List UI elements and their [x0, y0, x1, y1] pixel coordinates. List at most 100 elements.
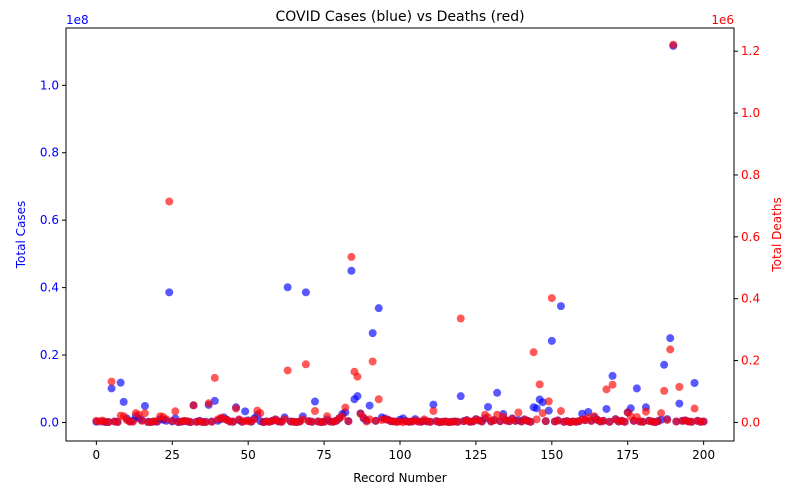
- right-tick-label: 0.8: [741, 168, 760, 182]
- deaths-point: [529, 348, 538, 357]
- cases-point: [538, 398, 547, 407]
- deaths-point: [210, 373, 219, 382]
- deaths-point: [599, 416, 608, 425]
- cases-point: [116, 378, 125, 387]
- deaths-point: [353, 372, 362, 381]
- deaths-point: [641, 407, 650, 416]
- deaths-point: [675, 382, 684, 391]
- right-axis-exponent: 1e6: [711, 13, 734, 27]
- deaths-point: [456, 314, 465, 323]
- deaths-point: [256, 409, 265, 418]
- deaths-point: [347, 252, 356, 261]
- deaths-point: [638, 417, 647, 426]
- cases-point: [368, 329, 377, 338]
- deaths-point: [538, 409, 547, 418]
- cases-point: [107, 384, 116, 393]
- deaths-point: [168, 416, 177, 425]
- cases-point: [602, 404, 611, 413]
- cases-point: [283, 283, 292, 292]
- cases-point: [547, 336, 556, 345]
- cases-point: [666, 334, 675, 343]
- right-tick-label: 0.6: [741, 230, 760, 244]
- deaths-point: [429, 406, 438, 415]
- deaths-point: [511, 416, 520, 425]
- deaths-point: [365, 415, 374, 424]
- left-tick-label: 0.0: [40, 415, 59, 429]
- cases-point: [493, 388, 502, 397]
- deaths-point: [283, 366, 292, 375]
- deaths-point: [371, 416, 380, 425]
- deaths-point: [426, 417, 435, 426]
- deaths-point: [669, 40, 678, 49]
- deaths-point: [608, 380, 617, 389]
- x-axis: 0 25 50 75 100 125 150 175 200: [93, 441, 715, 462]
- deaths-point: [189, 401, 198, 410]
- cases-point: [374, 304, 383, 313]
- deaths-point: [605, 417, 614, 426]
- x-tick-label: 50: [241, 448, 256, 462]
- cases-point: [301, 288, 310, 297]
- deaths-point: [134, 410, 143, 419]
- deaths-point: [307, 417, 316, 426]
- deaths-point: [280, 415, 289, 424]
- cases-point: [347, 266, 356, 275]
- deaths-point: [338, 412, 347, 421]
- cases-point: [310, 397, 319, 406]
- left-tick-label: 0.8: [40, 146, 59, 160]
- deaths-point: [104, 418, 113, 427]
- deaths-point: [654, 417, 663, 426]
- points-layer: [92, 40, 708, 427]
- deaths-point: [310, 406, 319, 415]
- cases-point: [578, 409, 587, 418]
- cases-point: [365, 401, 374, 410]
- deaths-point: [556, 406, 565, 415]
- deaths-point: [374, 395, 383, 404]
- cases-point: [210, 396, 219, 405]
- deaths-point: [186, 418, 195, 427]
- deaths-point: [171, 407, 180, 416]
- right-tick-label: 0.0: [741, 415, 760, 429]
- deaths-point: [663, 415, 672, 424]
- deaths-point: [344, 417, 353, 426]
- deaths-point: [368, 357, 377, 366]
- deaths-point: [229, 417, 237, 426]
- left-tick-label: 0.4: [40, 281, 59, 295]
- x-tick-label: 125: [464, 448, 487, 462]
- x-tick-label: 175: [616, 448, 639, 462]
- left-y-axis-title: Total Cases: [14, 201, 28, 269]
- right-tick-label: 1.0: [741, 106, 760, 120]
- right-tick-label: 0.2: [741, 354, 760, 368]
- left-tick-label: 1.0: [40, 78, 59, 92]
- cases-point: [484, 402, 493, 411]
- cases-point: [532, 404, 541, 413]
- deaths-point: [672, 417, 681, 426]
- deaths-point: [201, 418, 210, 427]
- deaths-point: [301, 360, 310, 369]
- deaths-point: [526, 417, 535, 426]
- deaths-point: [547, 294, 556, 303]
- left-axis-exponent: 1e8: [66, 13, 89, 27]
- deaths-point: [128, 417, 137, 426]
- cases-point: [660, 360, 669, 369]
- deaths-point: [250, 415, 259, 424]
- deaths-point: [162, 415, 171, 424]
- deaths-point: [532, 415, 541, 424]
- deaths-point: [553, 416, 562, 425]
- left-y-axis: 0.0 0.2 0.4 0.6 0.8 1.0: [40, 78, 66, 429]
- deaths-point: [602, 385, 611, 394]
- cases-point: [675, 399, 684, 408]
- left-tick-label: 0.6: [40, 213, 59, 227]
- x-tick-label: 150: [540, 448, 563, 462]
- deaths-point: [232, 404, 241, 413]
- deaths-point: [107, 377, 116, 386]
- deaths-point: [493, 410, 502, 419]
- x-tick-label: 0: [93, 448, 101, 462]
- right-tick-label: 0.4: [741, 292, 760, 306]
- right-tick-label: 1.2: [741, 44, 760, 58]
- left-tick-label: 0.2: [40, 348, 59, 362]
- deaths-point: [453, 417, 462, 426]
- deaths-point: [666, 345, 675, 354]
- deaths-point: [657, 409, 666, 418]
- right-y-axis-title: Total Deaths: [770, 197, 784, 272]
